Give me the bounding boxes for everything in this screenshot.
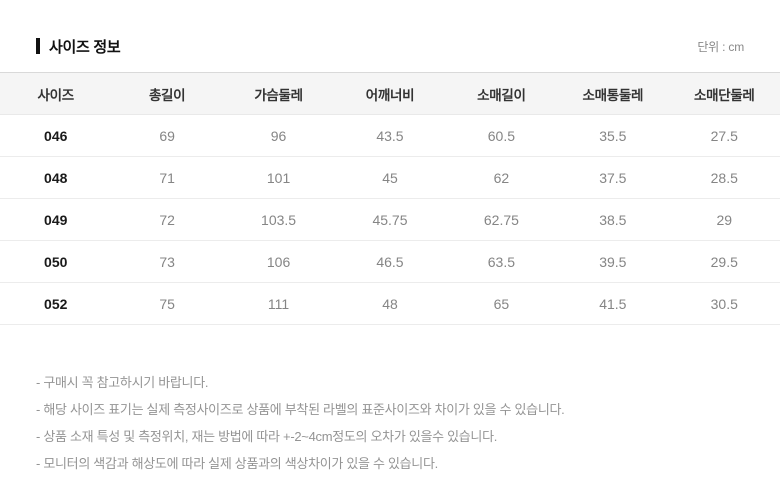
note-line: - 상품 소재 특성 및 측정위치, 재는 방법에 따라 +-2~4cm정도의 …: [36, 429, 498, 444]
note-line: - 해당 사이즈 표기는 실제 측정사이즈로 상품에 부착된 라벨의 표준사이즈…: [36, 402, 565, 417]
size-table-body: 046 69 96 43.5 60.5 35.5 27.5 048 71 101 45 62 37.5 2…: [0, 115, 780, 325]
note-line: - 구매시 꼭 참고하시기 바랍니다.: [36, 375, 209, 390]
size-cell: 052: [44, 295, 68, 312]
note-line: - 모니터의 색감과 해상도에 따라 실제 상품과의 색상차이가 있을 수 있습…: [36, 456, 438, 471]
measurement-cell: 65: [493, 295, 510, 312]
unit-label: 단위 : cm: [697, 39, 744, 54]
measurement-cell: 62: [493, 169, 510, 186]
size-cell: 048: [44, 169, 68, 186]
column-header-6: 소매단둘레: [693, 87, 755, 103]
size-table-head: 사이즈 총길이 가슴둘레 어깨너비 소매길이 소매통둘레 소매단둘레: [0, 72, 780, 115]
measurement-cell: 69: [159, 127, 175, 144]
measurement-cell: 46.5: [376, 253, 404, 270]
measurement-cell: 43.5: [376, 127, 404, 144]
measurement-cell: 63.5: [487, 253, 516, 270]
measurement-cell: 62.75: [483, 211, 519, 228]
size-cell: 050: [44, 253, 68, 270]
measurement-cell: 71: [159, 169, 175, 186]
size-cell: 046: [44, 127, 68, 144]
notes-list: - 구매시 꼭 참고하시기 바랍니다. - 해당 사이즈 표기는 실제 측정사이즈…: [36, 375, 744, 471]
measurement-cell: 29.5: [710, 253, 738, 270]
measurement-cell: 73: [159, 253, 175, 270]
measurement-cell: 72: [159, 211, 175, 228]
page-title: 사이즈 정보: [49, 38, 121, 56]
measurement-cell: 106: [266, 253, 291, 270]
column-header-1: 총길이: [148, 87, 186, 103]
measurement-cell: 28.5: [710, 169, 738, 186]
size-cell: 049: [44, 211, 68, 228]
measurement-cell: 35.5: [599, 127, 627, 144]
measurement-cell: 111: [267, 295, 290, 312]
measurement-cell: 45: [382, 169, 398, 186]
measurement-cell: 75: [159, 295, 175, 312]
table-row: 048 71 101 45 62 37.5 28.5: [0, 157, 780, 199]
measurement-cell: 41.5: [599, 295, 627, 312]
measurement-cell: 60.5: [487, 127, 516, 144]
section-title-group: 사이즈 정보: [36, 36, 121, 57]
table-row: 050 73 106 46.5 63.5 39.5 29.5: [0, 241, 780, 283]
table-row: 049 72 103.5 45.75 62.75 38.5 29: [0, 199, 780, 241]
measurement-cell: 39.5: [599, 253, 627, 270]
column-header-0: 사이즈: [37, 87, 75, 103]
section-header: 사이즈 정보 단위 : cm: [36, 36, 744, 56]
measurement-cell: 96: [270, 127, 287, 144]
measurement-cell: 30.5: [710, 295, 738, 312]
table-row: 046 69 96 43.5 60.5 35.5 27.5: [0, 115, 780, 157]
measurement-cell: 38.5: [599, 211, 627, 228]
measurement-cell: 29: [716, 211, 733, 228]
measurement-cell: 101: [266, 169, 291, 186]
column-header-2: 가슴둘레: [254, 87, 303, 103]
column-header-4: 소매길이: [477, 87, 526, 103]
measurement-cell: 103.5: [261, 211, 297, 228]
column-header-5: 소매통둘레: [582, 87, 644, 103]
measurement-cell: 48: [382, 295, 398, 312]
table-row: 052 75 111 48 65 41.5 30.5: [0, 283, 780, 325]
title-bar-icon: [36, 38, 40, 54]
measurement-cell: 37.5: [599, 169, 627, 186]
column-header-3: 어깨너비: [365, 87, 415, 103]
size-table: 사이즈 총길이 가슴둘레 어깨너비 소매길이 소매통둘레 소매단둘레 046 69 96 43.5…: [0, 72, 780, 325]
size-table-header-row: 사이즈 총길이 가슴둘레 어깨너비 소매길이 소매통둘레 소매단둘레: [0, 72, 780, 115]
measurement-cell: 45.75: [372, 211, 408, 228]
measurement-cell: 27.5: [710, 127, 738, 144]
